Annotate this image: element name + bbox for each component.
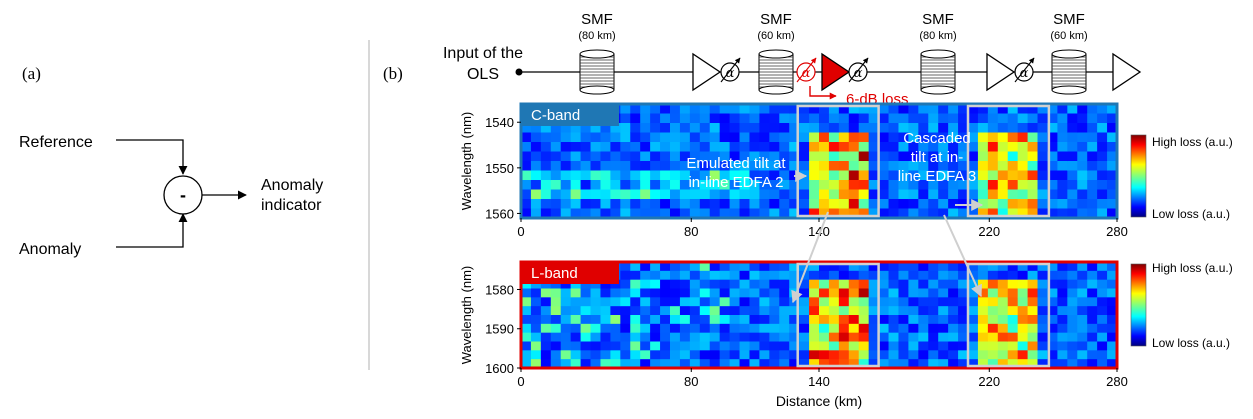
attenuator-icon: α	[796, 57, 817, 83]
svg-text:α: α	[854, 66, 863, 81]
l-band-heatmap: L-band 0 80 140 220 280 1580 1590 1600 Wavelength…	[459, 260, 1128, 409]
svg-text:α: α	[1020, 66, 1029, 81]
heatmaps: C-band 0 80 140 220 280 1540 1550 1560 Wavelength…	[459, 102, 1128, 409]
anomaly-label: Anomaly	[19, 241, 81, 258]
link-schematic: SMF (80 km) SMF (60 km) SMF (80 km) SMF …	[515, 11, 1142, 108]
colorbar-c-band	[1130, 134, 1147, 218]
span-4-length: (60 km)	[1050, 30, 1087, 42]
loss-arrow	[809, 86, 837, 100]
x-tick-label: 80	[684, 224, 698, 239]
y-tick-label: 1600	[485, 361, 514, 376]
colorbar-l-low-label: Low loss (a.u.)	[1152, 336, 1230, 350]
fiber-spool-icon	[758, 49, 794, 95]
input-label-line1: Input of the	[443, 45, 523, 62]
y-tick-label: 1550	[485, 161, 514, 176]
colorbar-c-low-label: Low loss (a.u.)	[1152, 207, 1230, 221]
anomaly-line	[116, 213, 188, 248]
c-band-heatmap: C-band 0 80 140 220 280 1540 1550 1560 Wavelength…	[459, 102, 1128, 239]
attenuator-icon: α	[1014, 57, 1035, 83]
x-tick-label: 140	[808, 374, 830, 389]
x-tick-label: 0	[517, 224, 524, 239]
y-axis-label: Wavelength (nm)	[459, 266, 474, 365]
span-3-length: (80 km)	[919, 30, 956, 42]
x-tick-label: 140	[808, 224, 830, 239]
c-band-annotation-line2: in-line EDFA 2	[688, 174, 783, 191]
panel-b: (b) Input of the OLS SMF (80 km) SMF (60…	[383, 11, 1233, 409]
reference-label: Reference	[19, 134, 93, 151]
band-label: L-band	[531, 265, 578, 282]
panel-a: (a) Reference Anomaly - Anomaly indicato…	[19, 64, 323, 258]
attenuator-icon: α	[720, 57, 741, 83]
y-tick-label: 1590	[485, 322, 514, 337]
amplifier-4-icon	[1112, 52, 1142, 92]
attenuator-icon: α	[848, 57, 869, 83]
x-tick-label: 280	[1106, 224, 1128, 239]
highlight-box	[796, 262, 880, 368]
x-tick-label: 80	[684, 374, 698, 389]
span-2-length: (60 km)	[757, 30, 794, 42]
fiber-spool-icon	[920, 49, 956, 95]
y-axis-label: Wavelength (nm)	[459, 112, 474, 211]
y-tick-label: 1560	[485, 206, 514, 221]
amplifier-1-icon	[692, 52, 722, 92]
subtractor-symbol: -	[180, 185, 186, 205]
span-2-name: SMF	[760, 11, 792, 28]
colorbar-l-high-label: High loss (a.u.)	[1152, 261, 1233, 275]
output-label-line1: Anomaly	[261, 177, 323, 194]
fiber-spool-icon	[579, 49, 615, 95]
amplifier-2-icon	[821, 52, 851, 92]
span-3-name: SMF	[922, 11, 954, 28]
amplifier-3-icon	[986, 52, 1016, 92]
x-tick-label: 220	[978, 374, 1000, 389]
fiber-spool-icon	[1051, 49, 1087, 95]
input-label-line2: OLS	[467, 66, 499, 83]
span-1-name: SMF	[581, 11, 613, 28]
band-label: C-band	[531, 107, 580, 124]
c-band-annotation-line1: Emulated tilt at	[686, 155, 786, 172]
panel-b-label: (b)	[383, 64, 403, 83]
highlight-box	[966, 104, 1051, 218]
span-1-length: (80 km)	[578, 30, 615, 42]
x-tick-label: 0	[517, 374, 524, 389]
x-tick-label: 280	[1106, 374, 1128, 389]
svg-text:α: α	[802, 66, 811, 81]
colorbar-c-high-label: High loss (a.u.)	[1152, 135, 1233, 149]
colorbar-l-band	[1130, 263, 1147, 347]
band-badge	[521, 262, 619, 284]
l-band-annotation-line1: Cascaded	[903, 130, 971, 147]
reference-line	[116, 139, 188, 175]
span-4-name: SMF	[1053, 11, 1085, 28]
highlight-box	[796, 104, 880, 218]
y-tick-label: 1580	[485, 282, 514, 297]
output-label-line2: indicator	[261, 197, 322, 214]
x-tick-label: 220	[978, 224, 1000, 239]
l-band-annotation-line3: line EDFA 3	[898, 168, 976, 185]
y-tick-label: 1540	[485, 115, 514, 130]
panel-a-label: (a)	[22, 64, 41, 83]
l-band-annotation-line2: tilt at in-	[911, 149, 964, 166]
annotation-arrows	[791, 170, 984, 304]
svg-text:α: α	[726, 66, 735, 81]
x-axis-label: Distance (km)	[776, 393, 862, 409]
band-badge	[521, 104, 619, 126]
highlight-box	[966, 262, 1051, 368]
